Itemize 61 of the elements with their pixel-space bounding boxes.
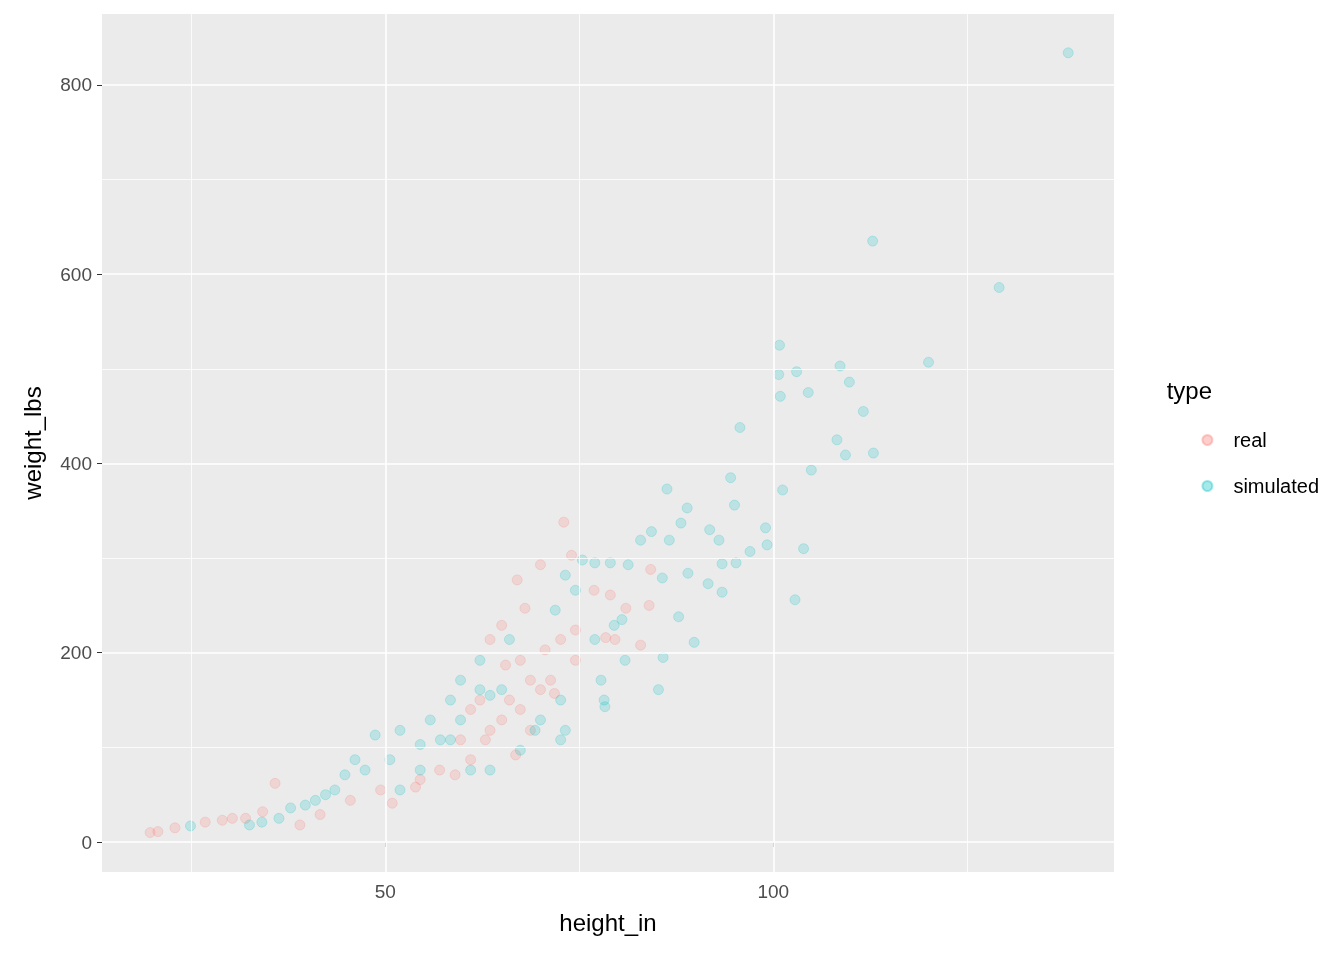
point <box>484 724 496 736</box>
point <box>375 784 387 796</box>
y-axis-title: weight_lbs <box>18 386 46 501</box>
point <box>344 794 356 806</box>
point <box>514 654 526 666</box>
point <box>519 602 531 614</box>
point <box>600 632 612 644</box>
point <box>496 619 508 631</box>
point <box>604 589 616 601</box>
point <box>414 774 426 786</box>
point <box>588 584 600 596</box>
point <box>474 694 486 706</box>
point <box>479 734 491 746</box>
point <box>386 797 398 809</box>
legend-label: simulated <box>1233 475 1320 497</box>
legend-title: type <box>1166 376 1213 404</box>
point <box>566 549 578 561</box>
y-tick-label: 600 <box>60 263 92 285</box>
point <box>484 634 496 645</box>
point <box>555 634 567 645</box>
x-tick-label: 50 <box>374 881 396 902</box>
y-tick-label: 800 <box>60 74 92 96</box>
point <box>410 781 422 793</box>
point <box>465 704 477 716</box>
point <box>314 809 326 821</box>
point <box>449 769 461 781</box>
point <box>635 639 647 651</box>
point <box>511 574 523 586</box>
point <box>500 659 512 671</box>
point <box>169 822 181 834</box>
point <box>524 674 536 686</box>
point <box>465 754 477 766</box>
point <box>294 819 306 831</box>
point <box>514 704 526 716</box>
y-tick-label: 0 <box>81 831 92 853</box>
point <box>609 634 621 645</box>
x-axis-title: height_in <box>559 908 657 936</box>
point <box>152 826 164 838</box>
point <box>569 654 581 666</box>
point <box>257 806 269 818</box>
point <box>645 563 657 575</box>
point <box>226 812 238 824</box>
point <box>643 599 655 611</box>
point <box>216 814 228 826</box>
x-tick-label: 100 <box>757 881 790 902</box>
point <box>199 816 211 828</box>
y-tick-label: 400 <box>60 452 92 474</box>
point <box>569 624 581 636</box>
point <box>548 687 560 699</box>
point <box>545 674 557 686</box>
point <box>503 694 515 706</box>
point <box>269 777 281 789</box>
point <box>558 516 570 528</box>
point <box>434 764 446 776</box>
point <box>534 559 546 571</box>
y-tick-label: 200 <box>60 642 92 664</box>
point <box>620 602 632 614</box>
legend-label: real <box>1233 429 1267 451</box>
point <box>496 714 508 726</box>
point <box>534 684 546 696</box>
point <box>455 734 467 746</box>
